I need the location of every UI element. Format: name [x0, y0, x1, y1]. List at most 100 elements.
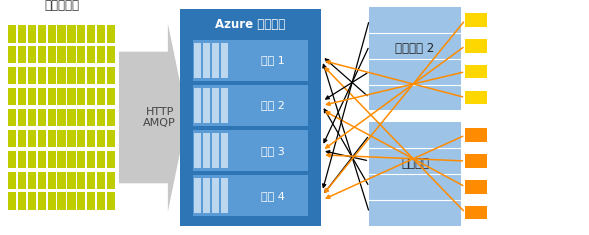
Bar: [8, 130, 16, 147]
Bar: [87, 88, 95, 105]
Bar: [38, 67, 46, 84]
Bar: [28, 46, 36, 63]
Bar: [48, 109, 56, 126]
Bar: [87, 130, 95, 147]
Bar: [97, 172, 105, 189]
Bar: [221, 133, 228, 168]
Bar: [107, 130, 115, 147]
Bar: [97, 192, 105, 210]
Bar: [48, 67, 56, 84]
Bar: [38, 130, 46, 147]
Text: 分区 2: 分区 2: [261, 101, 284, 110]
Bar: [58, 109, 65, 126]
Bar: [194, 43, 201, 78]
Bar: [58, 67, 65, 84]
Bar: [38, 192, 46, 210]
Bar: [77, 192, 85, 210]
Bar: [465, 206, 487, 219]
Bar: [58, 88, 65, 105]
Bar: [107, 109, 115, 126]
Bar: [67, 130, 75, 147]
Bar: [67, 67, 75, 84]
Bar: [48, 25, 56, 43]
Bar: [77, 130, 85, 147]
Bar: [97, 25, 105, 43]
Bar: [77, 109, 85, 126]
Bar: [97, 109, 105, 126]
Bar: [203, 88, 210, 123]
Bar: [97, 46, 105, 63]
Bar: [97, 88, 105, 105]
Bar: [8, 67, 16, 84]
Bar: [212, 133, 219, 168]
Bar: [87, 25, 95, 43]
Bar: [18, 192, 26, 210]
Bar: [28, 130, 36, 147]
Bar: [212, 43, 219, 78]
Bar: [48, 192, 56, 210]
Bar: [221, 43, 228, 78]
Bar: [8, 46, 16, 63]
Bar: [58, 151, 65, 168]
Bar: [97, 130, 105, 147]
Bar: [194, 178, 201, 213]
Bar: [28, 151, 36, 168]
Text: Azure 事件中心: Azure 事件中心: [215, 18, 286, 31]
Bar: [67, 151, 75, 168]
Bar: [369, 122, 461, 226]
Text: 分区 3: 分区 3: [261, 146, 284, 156]
Bar: [28, 192, 36, 210]
Bar: [97, 151, 105, 168]
Bar: [203, 43, 210, 78]
Bar: [212, 178, 219, 213]
Bar: [67, 172, 75, 189]
Bar: [193, 175, 308, 216]
Bar: [8, 25, 16, 43]
Bar: [77, 151, 85, 168]
Bar: [67, 25, 75, 43]
Bar: [18, 130, 26, 147]
Bar: [221, 88, 228, 123]
Bar: [38, 88, 46, 105]
Bar: [18, 88, 26, 105]
Bar: [48, 88, 56, 105]
Text: 事件生成器: 事件生成器: [44, 0, 79, 12]
Text: HTTP
AMQP: HTTP AMQP: [143, 107, 176, 128]
Bar: [87, 46, 95, 63]
Bar: [48, 151, 56, 168]
Bar: [194, 133, 201, 168]
Bar: [28, 25, 36, 43]
Bar: [18, 151, 26, 168]
Bar: [465, 65, 487, 78]
Bar: [87, 172, 95, 189]
Text: 使用者组: 使用者组: [401, 157, 429, 170]
Bar: [465, 13, 487, 27]
Bar: [67, 192, 75, 210]
Bar: [8, 151, 16, 168]
Bar: [38, 25, 46, 43]
Text: 分区 4: 分区 4: [261, 191, 284, 201]
Bar: [18, 109, 26, 126]
Text: 分区 1: 分区 1: [261, 55, 284, 65]
Bar: [97, 67, 105, 84]
Bar: [77, 46, 85, 63]
Bar: [465, 180, 487, 194]
Bar: [38, 172, 46, 189]
Bar: [107, 151, 115, 168]
Bar: [87, 151, 95, 168]
Bar: [193, 40, 308, 81]
Bar: [87, 109, 95, 126]
Bar: [28, 109, 36, 126]
Bar: [369, 7, 461, 110]
Bar: [58, 172, 65, 189]
Bar: [465, 154, 487, 168]
Bar: [203, 133, 210, 168]
Text: 使用者组 2: 使用者组 2: [395, 42, 435, 55]
Bar: [38, 151, 46, 168]
Bar: [48, 172, 56, 189]
Bar: [8, 109, 16, 126]
Bar: [8, 172, 16, 189]
Bar: [67, 109, 75, 126]
Bar: [107, 46, 115, 63]
Bar: [194, 88, 201, 123]
